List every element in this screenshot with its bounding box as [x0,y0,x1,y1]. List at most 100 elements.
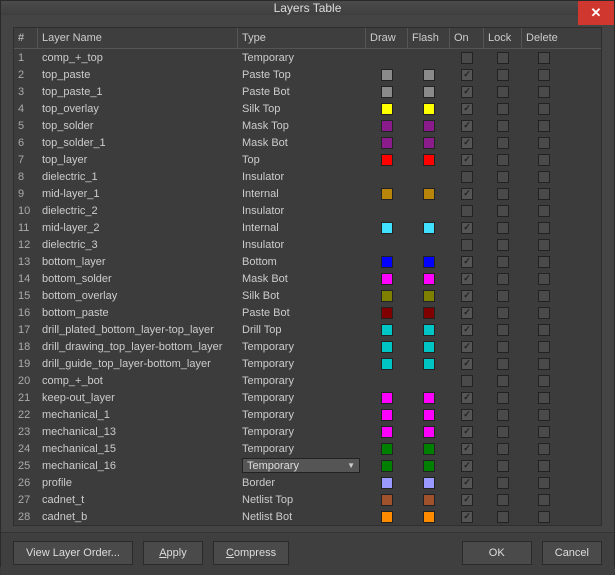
lock-checkbox-cell[interactable] [484,256,522,268]
flash-color-cell[interactable] [408,324,450,336]
draw-color-cell[interactable] [366,120,408,132]
checkbox[interactable] [538,137,550,149]
table-row[interactable]: 23mechanical_13Temporary✓ [14,423,601,440]
lock-checkbox-cell[interactable] [484,69,522,81]
draw-color-cell[interactable] [366,154,408,166]
checkbox[interactable]: ✓ [461,273,473,285]
checkbox[interactable]: ✓ [461,103,473,115]
checkbox[interactable] [497,324,509,336]
col-flash[interactable]: Flash [408,28,450,48]
ok-button[interactable]: OK [462,541,532,565]
delete-checkbox-cell[interactable] [522,426,566,438]
on-checkbox-cell[interactable]: ✓ [450,120,484,132]
draw-color-cell[interactable] [366,443,408,455]
draw-color-cell[interactable] [366,460,408,472]
draw-color-cell[interactable] [366,358,408,370]
draw-color-cell[interactable] [366,324,408,336]
table-row[interactable]: 5top_solderMask Top✓ [14,117,601,134]
checkbox[interactable]: ✓ [461,409,473,421]
table-row[interactable]: 12dielectric_3Insulator [14,236,601,253]
on-checkbox-cell[interactable]: ✓ [450,341,484,353]
checkbox[interactable]: ✓ [461,511,473,523]
delete-checkbox-cell[interactable] [522,205,566,217]
checkbox[interactable] [497,375,509,387]
delete-checkbox-cell[interactable] [522,375,566,387]
checkbox[interactable] [538,290,550,302]
checkbox[interactable]: ✓ [461,188,473,200]
on-checkbox-cell[interactable] [450,239,484,251]
layer-type-cell[interactable]: Mask Bot [238,137,366,149]
lock-checkbox-cell[interactable] [484,511,522,523]
delete-checkbox-cell[interactable] [522,409,566,421]
checkbox[interactable] [497,341,509,353]
layer-type-cell[interactable]: Top [238,154,366,166]
flash-color-cell[interactable] [408,188,450,200]
flash-color-cell[interactable] [408,86,450,98]
layer-name-cell[interactable]: dielectric_3 [38,239,238,251]
checkbox[interactable] [497,477,509,489]
layer-type-cell[interactable]: Temporary [238,52,366,64]
checkbox[interactable] [538,460,550,472]
layer-name-cell[interactable]: top_solder [38,120,238,132]
delete-checkbox-cell[interactable] [522,171,566,183]
lock-checkbox-cell[interactable] [484,307,522,319]
draw-color-cell[interactable] [366,86,408,98]
checkbox[interactable] [538,103,550,115]
flash-color-cell[interactable] [408,443,450,455]
checkbox[interactable] [538,120,550,132]
delete-checkbox-cell[interactable] [522,52,566,64]
draw-color-cell[interactable] [366,69,408,81]
col-num[interactable]: # [14,28,38,48]
checkbox[interactable] [497,52,509,64]
flash-color-cell[interactable] [408,222,450,234]
on-checkbox-cell[interactable] [450,375,484,387]
layer-type-cell[interactable]: Paste Bot [238,307,366,319]
checkbox[interactable] [497,69,509,81]
table-row[interactable]: 3top_paste_1Paste Bot✓ [14,83,601,100]
table-row[interactable]: 10dielectric_2Insulator [14,202,601,219]
lock-checkbox-cell[interactable] [484,120,522,132]
checkbox[interactable]: ✓ [461,358,473,370]
delete-checkbox-cell[interactable] [522,154,566,166]
table-row[interactable]: 16bottom_pastePaste Bot✓ [14,304,601,321]
on-checkbox-cell[interactable]: ✓ [450,222,484,234]
table-row[interactable]: 28cadnet_bNetlist Bot✓ [14,508,601,525]
checkbox[interactable]: ✓ [461,426,473,438]
checkbox[interactable]: ✓ [461,494,473,506]
lock-checkbox-cell[interactable] [484,460,522,472]
on-checkbox-cell[interactable]: ✓ [450,392,484,404]
checkbox[interactable]: ✓ [461,307,473,319]
on-checkbox-cell[interactable]: ✓ [450,154,484,166]
delete-checkbox-cell[interactable] [522,443,566,455]
lock-checkbox-cell[interactable] [484,392,522,404]
checkbox[interactable] [497,392,509,404]
lock-checkbox-cell[interactable] [484,375,522,387]
on-checkbox-cell[interactable]: ✓ [450,324,484,336]
draw-color-cell[interactable] [366,307,408,319]
draw-color-cell[interactable] [366,341,408,353]
delete-checkbox-cell[interactable] [522,120,566,132]
delete-checkbox-cell[interactable] [522,137,566,149]
checkbox[interactable]: ✓ [461,392,473,404]
checkbox[interactable] [497,103,509,115]
table-row[interactable]: 22mechanical_1Temporary✓ [14,406,601,423]
flash-color-cell[interactable] [408,511,450,523]
table-row[interactable]: 11mid-layer_2Internal✓ [14,219,601,236]
checkbox[interactable] [497,273,509,285]
col-name[interactable]: Layer Name [38,28,238,48]
layer-name-cell[interactable]: top_paste [38,69,238,81]
lock-checkbox-cell[interactable] [484,188,522,200]
layer-type-cell[interactable]: Insulator [238,205,366,217]
table-row[interactable]: 14bottom_solderMask Bot✓ [14,270,601,287]
col-type[interactable]: Type [238,28,366,48]
type-combobox[interactable]: Temporary▼ [242,458,360,473]
layer-type-cell[interactable]: Silk Top [238,103,366,115]
on-checkbox-cell[interactable]: ✓ [450,290,484,302]
checkbox[interactable] [497,171,509,183]
col-delete[interactable]: Delete [522,28,566,48]
flash-color-cell[interactable] [408,477,450,489]
checkbox[interactable]: ✓ [461,256,473,268]
table-row[interactable]: 15bottom_overlaySilk Bot✓ [14,287,601,304]
draw-color-cell[interactable] [366,137,408,149]
on-checkbox-cell[interactable]: ✓ [450,477,484,489]
